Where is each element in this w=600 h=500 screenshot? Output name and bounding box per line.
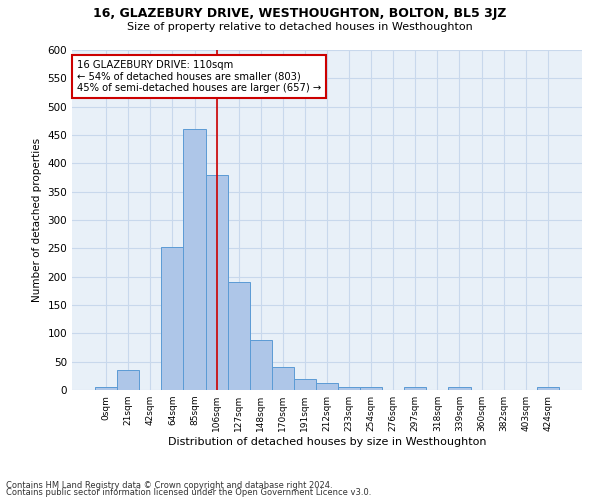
Bar xyxy=(404,387,427,390)
Bar xyxy=(206,174,227,390)
Bar xyxy=(250,340,272,390)
Bar xyxy=(448,387,470,390)
Bar xyxy=(294,378,316,390)
X-axis label: Distribution of detached houses by size in Westhoughton: Distribution of detached houses by size … xyxy=(168,437,486,447)
Bar xyxy=(316,383,338,390)
Bar xyxy=(184,130,206,390)
Y-axis label: Number of detached properties: Number of detached properties xyxy=(32,138,42,302)
Bar xyxy=(161,247,184,390)
Text: Contains public sector information licensed under the Open Government Licence v3: Contains public sector information licen… xyxy=(6,488,371,497)
Bar xyxy=(272,368,294,390)
Text: 16, GLAZEBURY DRIVE, WESTHOUGHTON, BOLTON, BL5 3JZ: 16, GLAZEBURY DRIVE, WESTHOUGHTON, BOLTO… xyxy=(93,8,507,20)
Bar xyxy=(537,387,559,390)
Text: Size of property relative to detached houses in Westhoughton: Size of property relative to detached ho… xyxy=(127,22,473,32)
Bar xyxy=(338,386,360,390)
Bar xyxy=(360,386,382,390)
Text: Contains HM Land Registry data © Crown copyright and database right 2024.: Contains HM Land Registry data © Crown c… xyxy=(6,480,332,490)
Bar xyxy=(117,370,139,390)
Bar xyxy=(227,282,250,390)
Bar xyxy=(95,387,117,390)
Text: 16 GLAZEBURY DRIVE: 110sqm
← 54% of detached houses are smaller (803)
45% of sem: 16 GLAZEBURY DRIVE: 110sqm ← 54% of deta… xyxy=(77,60,322,94)
